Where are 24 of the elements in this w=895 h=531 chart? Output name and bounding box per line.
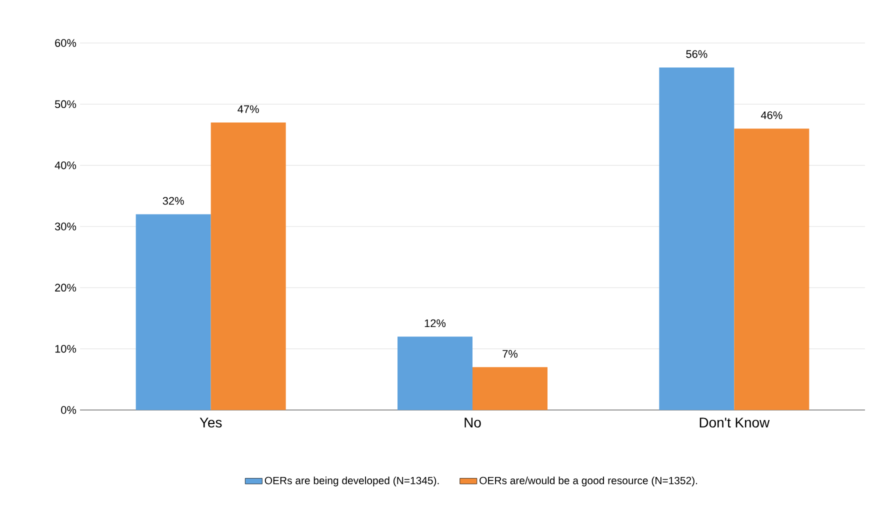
y-tick-label: 60%: [55, 39, 76, 47]
bar: [136, 214, 211, 410]
y-tick-label: 40%: [54, 161, 76, 170]
y-tick-label: 0%: [61, 406, 76, 414]
bar: [398, 336, 473, 410]
data-label: 7%: [502, 350, 518, 358]
data-label: 46%: [760, 111, 782, 120]
bar: [210, 122, 286, 410]
bar: [734, 128, 810, 410]
x-tick-label: Don't Know: [700, 418, 770, 428]
x-tick-label: No: [464, 418, 481, 428]
bar: [659, 67, 734, 410]
data-label: 47%: [238, 105, 259, 113]
y-tick-label: 20%: [55, 284, 76, 292]
bar: [472, 367, 548, 410]
legend-label: OERs are being developed (N=1345).: [264, 476, 439, 486]
y-tick-label: 30%: [54, 222, 76, 230]
y-tick-label: 50%: [54, 100, 76, 108]
data-label: 12%: [424, 319, 446, 328]
data-label: 56%: [686, 50, 708, 58]
legend-label: OERs are/would be a good resource (N=1352).: [480, 476, 698, 486]
y-tick-label: 10%: [55, 344, 76, 353]
data-label: 32%: [162, 197, 184, 205]
x-tick-label: Yes: [200, 418, 222, 428]
